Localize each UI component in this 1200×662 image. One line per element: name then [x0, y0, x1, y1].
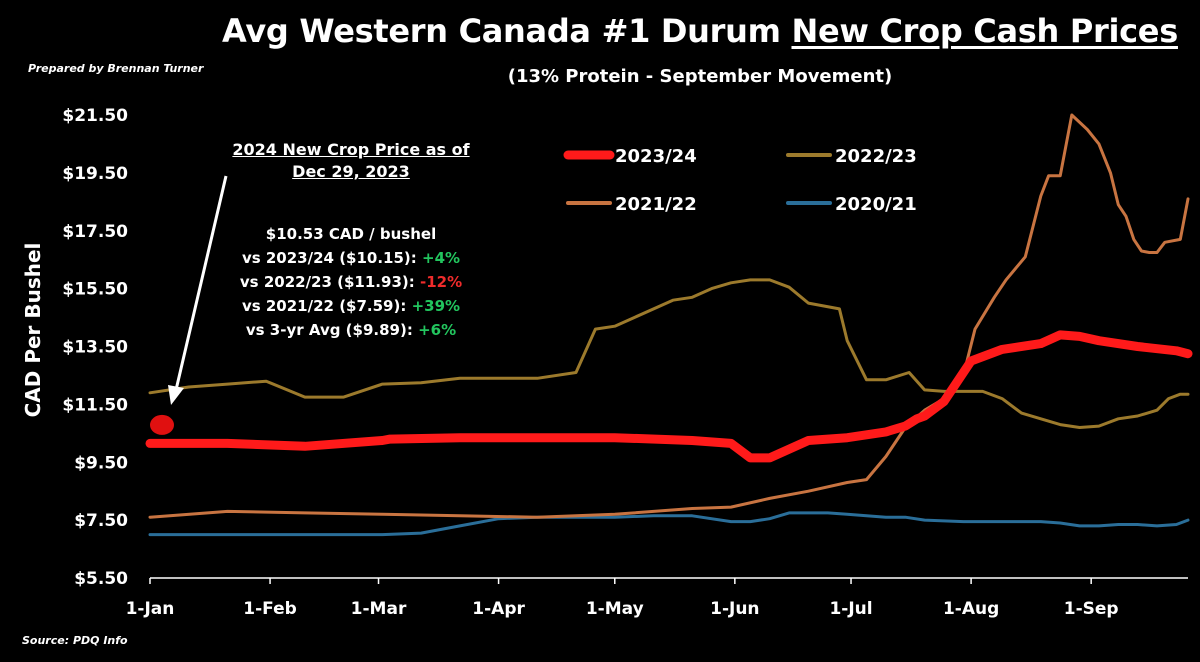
chart-title: Avg Western Canada #1 Durum New Crop Cas…: [222, 12, 1178, 50]
y-tick-label: $13.50: [62, 338, 128, 358]
series-line-2023-24: [145, 330, 1193, 463]
prepared-by-credit: Prepared by Brennan Turner: [28, 62, 204, 75]
x-tick-label: 1-Mar: [351, 599, 407, 619]
new-crop-price-marker: [150, 414, 174, 435]
annotation-change-0: +4%: [422, 249, 461, 267]
legend-label-2020-21: 2020/21: [835, 194, 917, 215]
annotation-change-2: +39%: [411, 297, 461, 315]
y-axis-label: CAD Per Bushel: [21, 243, 45, 418]
y-tick-label: $9.50: [74, 453, 128, 473]
x-tick-label: 1-Apr: [472, 599, 525, 619]
x-tick-label: 1-May: [586, 599, 644, 619]
annotation-arrowhead: [168, 385, 184, 405]
x-tick-label: 1-Jan: [126, 599, 175, 619]
legend-label-2022-23: 2022/23: [835, 146, 917, 167]
y-tick-label: $21.50: [62, 106, 128, 126]
y-tick-label: $19.50: [62, 164, 128, 184]
y-tick-label: $17.50: [62, 222, 128, 242]
x-tick-label: 1-Sep: [1064, 599, 1119, 619]
series-line-2020-21: [148, 511, 1190, 537]
annotation-row-3: vs 3-yr Avg ($9.89): +6%: [245, 321, 457, 339]
annotation-row-2: vs 2021/22 ($7.59): +39%: [241, 297, 461, 315]
legend-label-2021-22: 2021/22: [615, 194, 697, 215]
annotation-body: $10.53 CAD / bushel vs 2023/24 ($10.15):…: [186, 222, 516, 342]
x-tick-label: 1-Jun: [710, 599, 759, 619]
y-tick-label: $5.50: [74, 569, 128, 589]
series-line-2022-23: [148, 278, 1190, 429]
x-tick-label: 1-Aug: [943, 599, 999, 619]
annotation-title-line1: 2024 New Crop Price as of: [232, 140, 470, 159]
annotation-title: 2024 New Crop Price as of Dec 29, 2023: [186, 139, 516, 183]
annotation-row-0: vs 2023/24 ($10.15): +4%: [241, 249, 461, 267]
annotation-price: $10.53 CAD / bushel: [265, 225, 437, 243]
y-tick-label: $11.50: [62, 395, 128, 415]
chart-subtitle: (13% Protein - September Movement): [507, 66, 893, 87]
x-tick-label: 1-Feb: [243, 599, 297, 619]
annotation-change-1: -12%: [419, 273, 463, 291]
annotation-title-line2: Dec 29, 2023: [292, 162, 410, 181]
x-tick-label: 1-Jul: [829, 599, 872, 619]
y-tick-label: $7.50: [74, 511, 128, 531]
annotation-row-1: vs 2022/23 ($11.93): -12%: [239, 273, 463, 291]
annotation-change-3: +6%: [418, 321, 457, 339]
source-credit: Source: PDQ Info: [22, 634, 128, 647]
series-line-2021-22: [148, 113, 1190, 519]
y-tick-label: $15.50: [62, 280, 128, 300]
annotation-arrow: [174, 175, 228, 391]
legend-label-2023-24: 2023/24: [615, 146, 697, 167]
